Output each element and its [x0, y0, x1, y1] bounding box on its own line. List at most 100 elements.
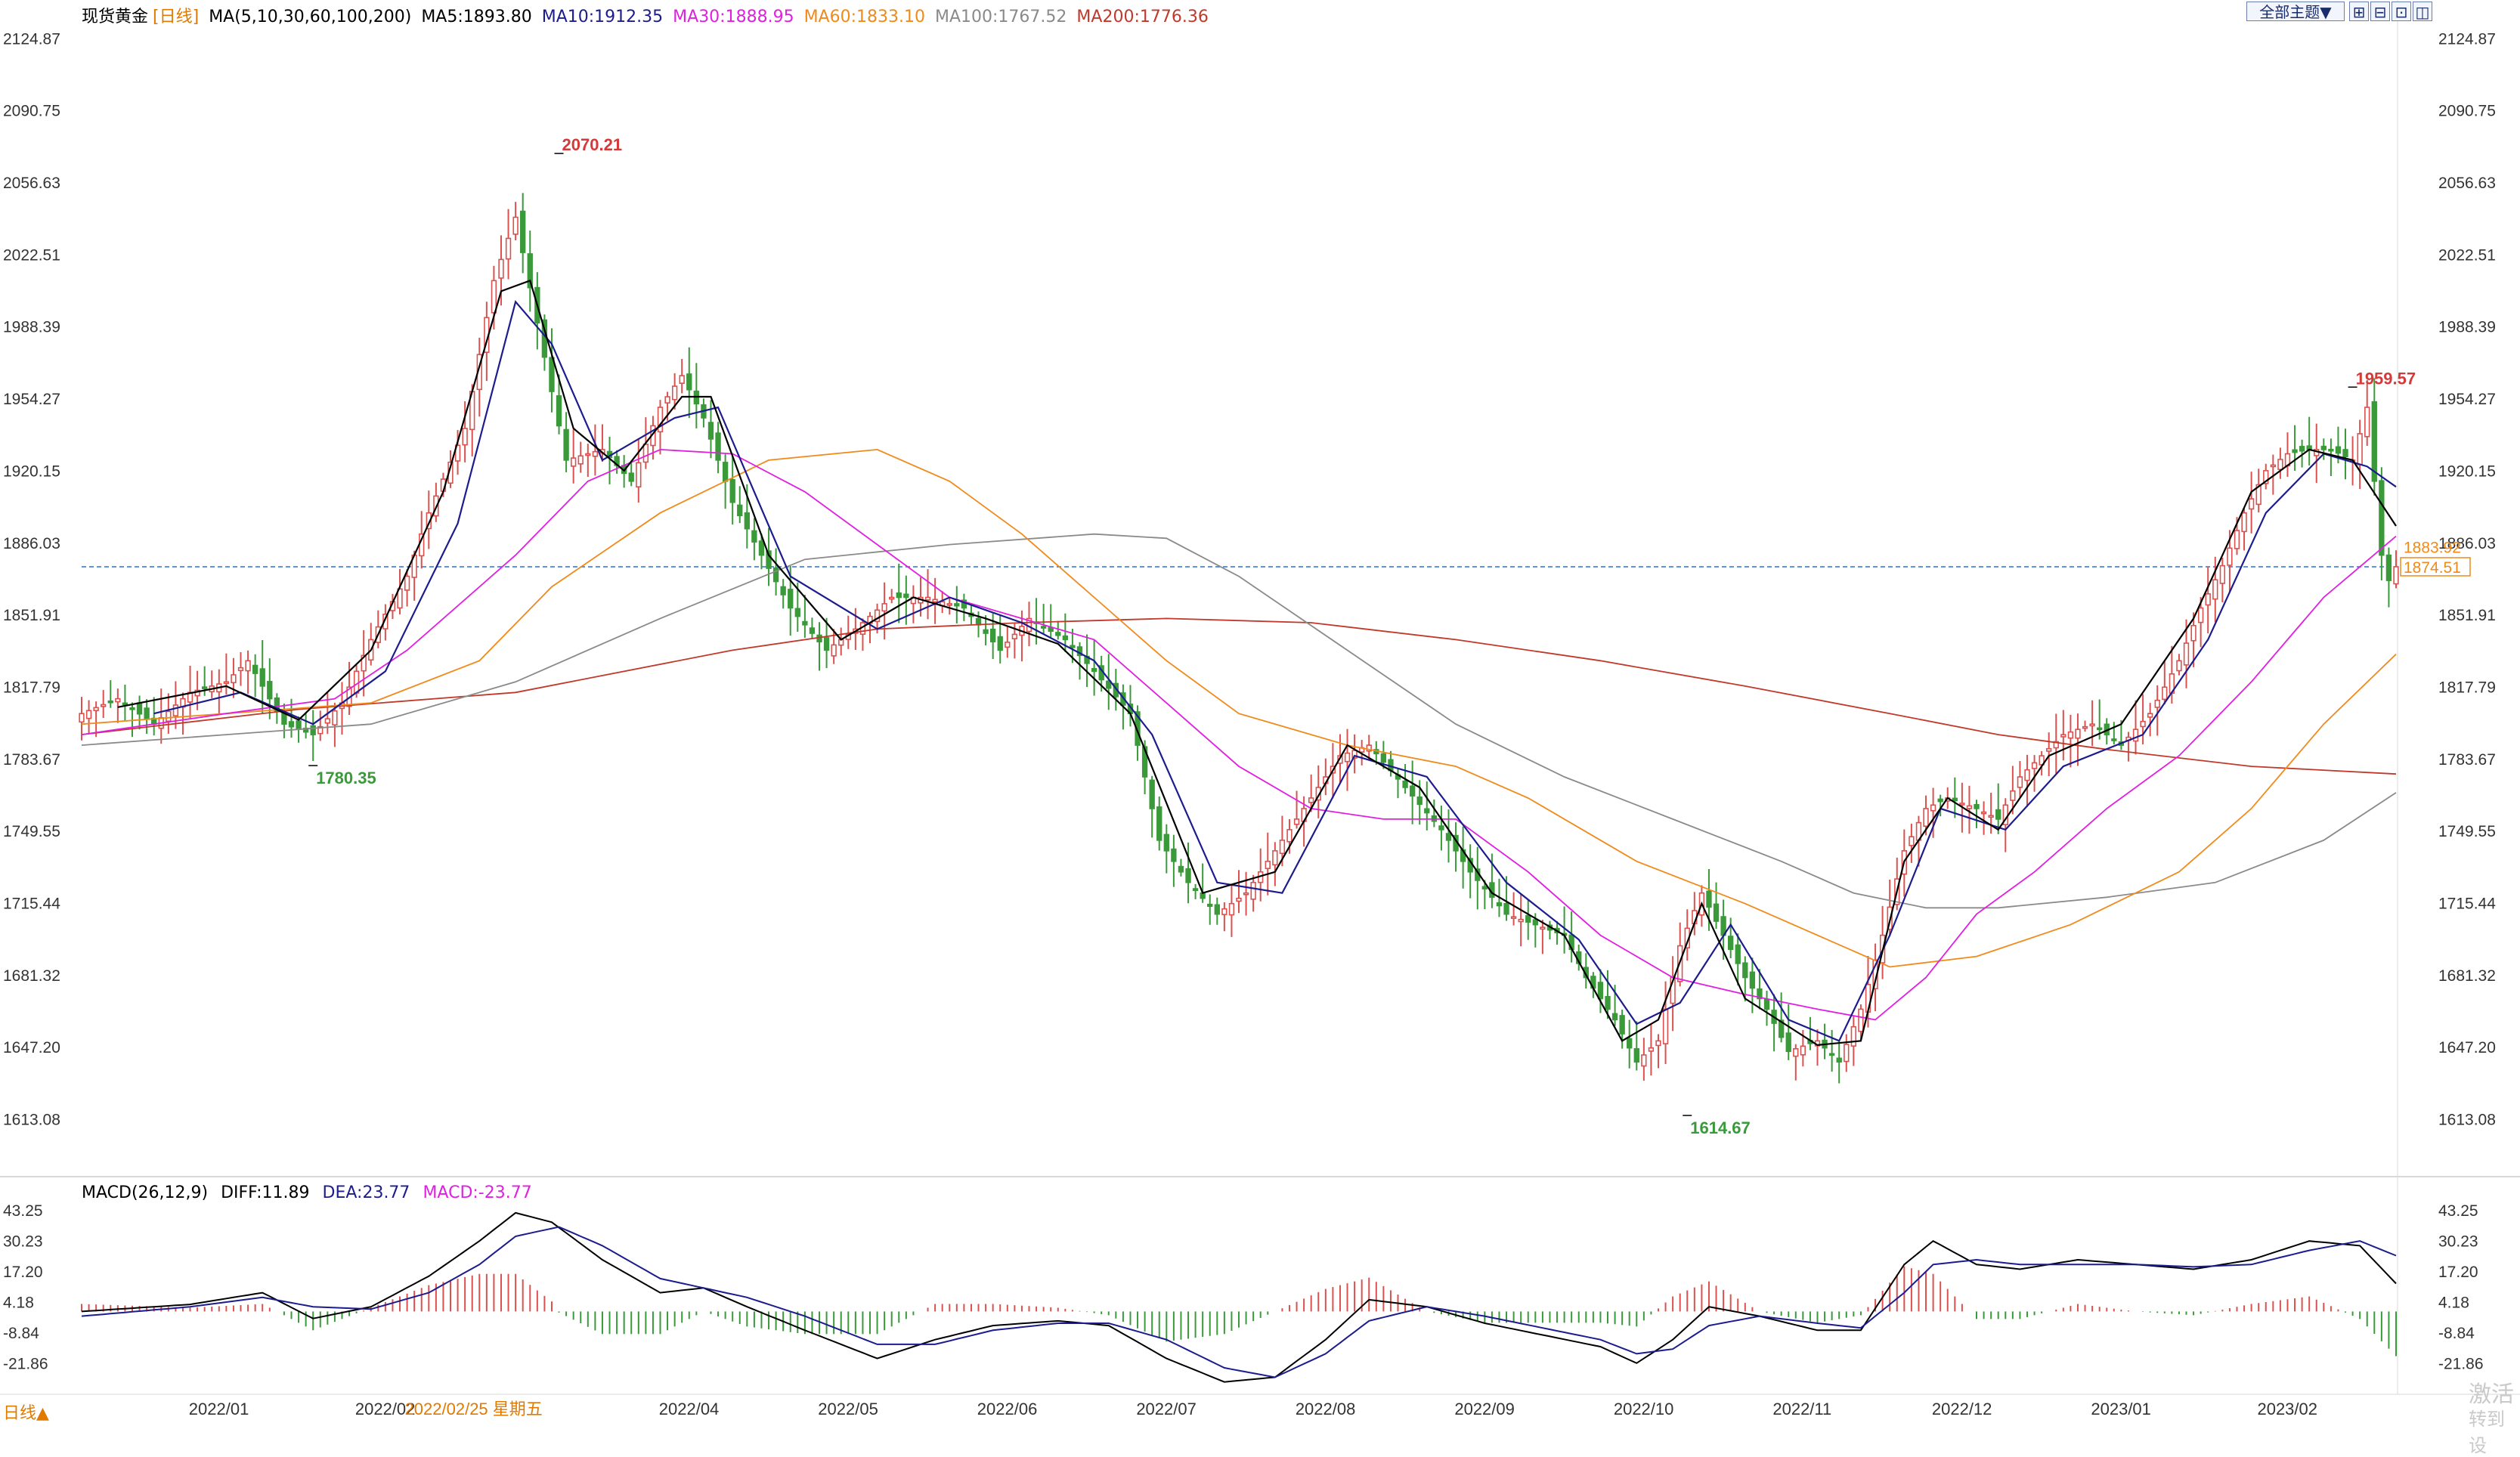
x-tick-label: 2022/05: [818, 1400, 878, 1418]
macd-y-tick-right: 30.23: [2438, 1233, 2478, 1250]
candle-down: [1192, 888, 1199, 892]
legend-ma-group: MA(5,10,30,60,100,200): [209, 8, 412, 26]
candle-up: [1662, 1008, 1669, 1044]
x-tick-label: 2022/04: [659, 1400, 720, 1418]
annotation-label: 1614.67: [1690, 1118, 1751, 1137]
candle-down: [1120, 692, 1126, 706]
macd-y-tick-right: -8.84: [2438, 1325, 2475, 1342]
candle-up: [2205, 593, 2211, 606]
candle-down: [201, 686, 208, 689]
x-tick-label: 2022/02: [355, 1400, 416, 1418]
y-tick-left: 1749.55: [3, 823, 60, 840]
candle-down: [1178, 865, 1184, 873]
period-switch-button[interactable]: 日线▲: [3, 1404, 49, 1423]
candle-down: [802, 620, 808, 626]
candle-up: [101, 704, 107, 707]
candle-up: [1250, 881, 1256, 900]
candle-up: [85, 710, 92, 719]
candle-up: [194, 689, 200, 697]
candle-down: [1409, 785, 1416, 797]
candle-down: [556, 395, 562, 427]
y-tick-left: 1817.79: [3, 679, 60, 696]
layout-grid-icon[interactable]: ⊞: [2349, 2, 2369, 21]
candle-up: [2140, 720, 2146, 728]
candle-down: [1481, 886, 1488, 889]
candle-down: [2299, 446, 2305, 452]
candle-down: [954, 603, 960, 607]
candle-down: [527, 253, 533, 289]
candle-down: [780, 586, 786, 595]
macd-legend-macd: MACD:-23.77: [423, 1183, 532, 1202]
candle-down: [1836, 1057, 1842, 1063]
legend-period[interactable]: [日线]: [153, 8, 200, 26]
candle-down: [1040, 626, 1047, 629]
candle-up: [93, 707, 99, 711]
candle-up: [2039, 755, 2045, 766]
candle-up: [172, 704, 179, 717]
candle-up: [1366, 744, 1372, 752]
ma60-line: [81, 448, 2397, 968]
y-tick-left: 1715.44: [3, 895, 60, 912]
candle-up: [2227, 547, 2233, 566]
candle-down: [1597, 982, 1604, 1000]
y-tick-right: 1715.44: [2438, 895, 2496, 912]
candle-down: [722, 462, 729, 482]
candle-down: [1135, 711, 1141, 746]
candle-up: [491, 280, 497, 314]
layout-expand-icon[interactable]: ⊡: [2392, 2, 2411, 21]
candle-up: [1272, 850, 1278, 866]
candle-up: [585, 453, 591, 456]
candle-down: [1525, 914, 1531, 923]
candle-down: [794, 608, 800, 617]
y-tick-right: 2090.75: [2438, 103, 2496, 120]
candle-down: [281, 712, 287, 725]
candle-down: [2371, 401, 2377, 482]
macd-y-tick-right: 17.20: [2438, 1264, 2478, 1281]
candle-down: [2320, 445, 2327, 450]
candle-down: [296, 720, 302, 730]
candle-up: [679, 375, 685, 384]
candle-down: [1828, 1053, 1835, 1056]
candle-down: [1952, 797, 1958, 802]
cursor-date-label: 2022/02/25 星期五: [405, 1400, 543, 1418]
candle-down: [1778, 1019, 1785, 1038]
candle-up: [1930, 804, 1936, 812]
candle-up: [1308, 797, 1314, 803]
y-tick-right: 2056.63: [2438, 175, 2496, 192]
candle-up: [671, 385, 678, 401]
candle-down: [122, 702, 128, 706]
candle-up: [571, 457, 577, 467]
candle-down: [1735, 944, 1741, 964]
candle-up: [1540, 926, 1546, 930]
candle-up: [1966, 805, 1973, 809]
candle-up: [2031, 762, 2038, 769]
candle-up: [932, 599, 938, 603]
candle-up: [498, 258, 504, 279]
candle-up: [946, 603, 952, 606]
candle-up: [1279, 840, 1286, 855]
y-tick-right: 1681.32: [2438, 967, 2496, 985]
candle-up: [664, 396, 670, 404]
candle-up: [1518, 918, 1524, 923]
layout-panel-icon[interactable]: ◫: [2413, 2, 2432, 21]
theme-dropdown-button[interactable]: 全部主题▼: [2246, 2, 2345, 21]
x-tick-label: 2023/01: [2091, 1400, 2151, 1418]
candle-down: [2385, 554, 2392, 581]
x-tick-label: 2022/09: [1454, 1400, 1515, 1418]
y-tick-left: 2022.51: [3, 246, 60, 264]
annotation-label: 2070.21: [562, 135, 623, 154]
macd-dea-line: [81, 1226, 2397, 1378]
candle-up: [1265, 861, 1271, 870]
candle-down: [896, 592, 902, 599]
candle-down: [1438, 825, 1444, 831]
layout-split-icon[interactable]: ⊟: [2370, 2, 2390, 21]
candle-up: [2270, 464, 2277, 468]
candle-up: [1351, 750, 1358, 759]
ma5-line: [117, 279, 2397, 1047]
macd-y-tick-left: 17.20: [3, 1264, 43, 1281]
candle-down: [1416, 796, 1423, 806]
candle-down: [1749, 971, 1756, 989]
candle-up: [2190, 624, 2196, 642]
candle-down: [737, 504, 743, 517]
candle-up: [2219, 565, 2226, 584]
